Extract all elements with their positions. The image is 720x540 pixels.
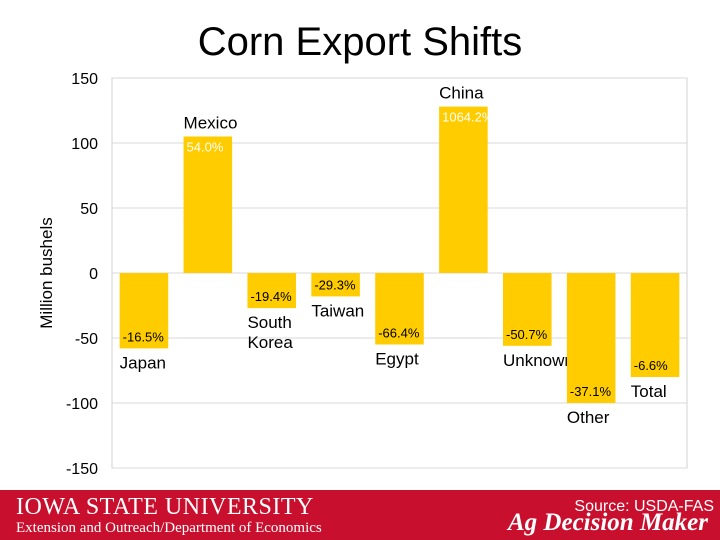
data-label: -29.3% [314,277,356,292]
data-label: -37.1% [570,384,612,399]
bar-egypt [375,273,424,345]
category-label: Japan [120,353,166,372]
category-label: South Korea [247,313,293,352]
data-label: 54.0% [187,140,224,155]
data-label: -16.5% [123,329,165,344]
y-tick-label: -100 [66,396,98,413]
data-label: -50.7% [506,327,548,342]
category-label: Total [631,382,667,401]
bar-chart: 150 100 50 0 -50 -100 -150 Million bushels -16.5… [37,71,688,478]
bar-total [630,273,680,377]
y-tick-label: 150 [71,71,98,88]
data-label: 1064.2% [442,110,494,125]
category-label: Mexico [184,114,238,133]
data-label: -19.4% [250,289,292,304]
bar-taiwan [311,273,360,297]
footer-bar: IOWA STATE UNIVERSITY Extension and Outr… [0,490,720,540]
category-label: Egypt [375,350,419,369]
brand-logo-text: Ag Decision Maker [508,509,708,536]
bar-japan [119,273,169,349]
department-text: Extension and Outreach/Department of Eco… [16,520,322,536]
category-label: China [439,84,484,103]
bar-mexico [183,136,233,273]
chart-title: Corn Export Shifts [197,20,523,64]
bar-unknown [503,273,552,346]
y-tick-label: -50 [75,331,98,348]
category-label: Other [567,408,610,427]
y-tick-label: 100 [71,136,98,153]
bar-other [566,273,616,403]
y-tick-label: -150 [66,461,98,478]
bar-china [439,106,488,273]
bar-south-korea [247,273,296,309]
university-logo-text: IOWA STATE UNIVERSITY [16,494,314,520]
category-label: Taiwan [311,301,364,320]
data-label: -66.4% [378,326,420,341]
y-tick-label: 50 [80,201,98,218]
y-tick-label: 0 [89,266,98,283]
data-label: -6.6% [634,358,668,373]
category-label: Unknown [503,351,574,370]
source-note: Source: USDA-FAS [574,498,714,515]
y-axis-label: Million bushels [37,217,56,329]
